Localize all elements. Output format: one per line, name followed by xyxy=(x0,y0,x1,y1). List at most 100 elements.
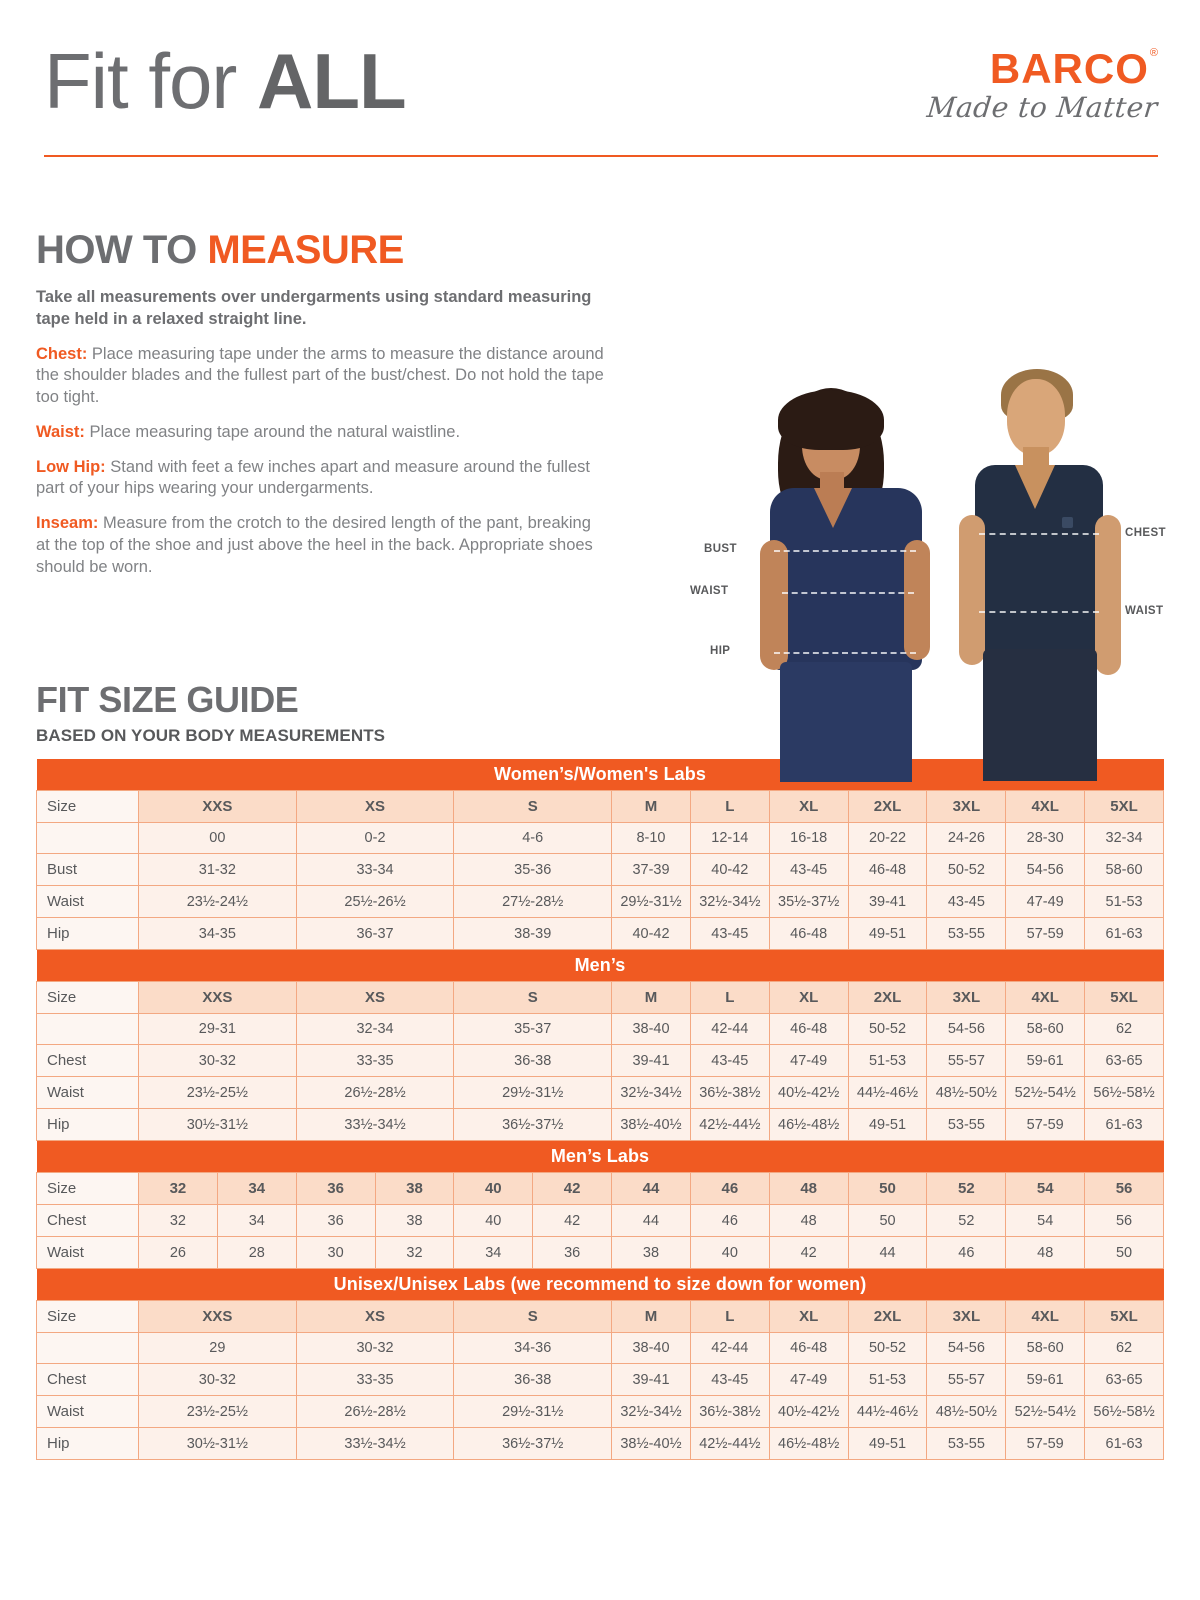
table-cell: 53-55 xyxy=(926,1427,1007,1461)
table-cell: 30½-31½ xyxy=(138,1427,297,1461)
table-cell: 38-40 xyxy=(611,1332,691,1365)
table-cell: 46½-48½ xyxy=(768,1108,849,1142)
measure-item-chest-text: Place measuring tape under the arms to m… xyxy=(36,344,604,407)
table-band-0: Women’s/Women's Labs xyxy=(36,759,1164,791)
table-cell: 50-52 xyxy=(847,1013,928,1046)
table-cell: 42 xyxy=(532,1204,613,1238)
how-to-measure-section: HOW TO MEASURE Take all measurements ove… xyxy=(36,230,1166,782)
table-cell: XS xyxy=(295,790,455,824)
table-cell: L xyxy=(689,981,770,1015)
table-cell: 39-41 xyxy=(611,1044,691,1078)
table-cell: 23½-25½ xyxy=(138,1395,297,1429)
measure-item-chest: Chest: Place measuring tape under the ar… xyxy=(36,344,606,409)
table-row: Hip 30½-31½ 33½-34½ 36½-37½ 38½-40½ 42½-44½ 46… xyxy=(36,1427,1164,1461)
table-cell: 48½-50½ xyxy=(926,1395,1007,1429)
table-cell: 52½-54½ xyxy=(1005,1076,1086,1110)
table-cell: 00 xyxy=(138,822,297,855)
table-cell: 43-45 xyxy=(689,1363,770,1397)
table-row: 29 30-32 34-36 38-40 42-44 46-48 50-52 54-56 58-… xyxy=(36,1332,1164,1365)
table-cell: XS xyxy=(295,981,455,1015)
table-cell: 16-18 xyxy=(768,822,849,855)
table-cell: 34 xyxy=(216,1172,297,1206)
table-cell: 52 xyxy=(926,1172,1007,1206)
row-label: Size xyxy=(36,1172,139,1206)
how-to-measure-heading: HOW TO MEASURE xyxy=(36,230,1164,270)
table-cell: 52 xyxy=(926,1204,1007,1238)
heading-plain: HOW TO xyxy=(36,228,208,272)
table-cell: 29 xyxy=(138,1332,297,1365)
table-cell: 44½-46½ xyxy=(847,1395,928,1429)
table-cell: 29-31 xyxy=(138,1013,297,1046)
measure-item-inseam: Inseam: Measure from the crotch to the d… xyxy=(36,513,606,578)
table-cell: 23½-25½ xyxy=(138,1076,297,1110)
table-cell: 29½-31½ xyxy=(611,885,691,919)
table-cell: 46 xyxy=(689,1204,770,1238)
table-cell: XL xyxy=(768,1300,849,1334)
table-cell: 33½-34½ xyxy=(295,1427,455,1461)
row-label: Bust xyxy=(36,853,139,887)
table-cell: 48 xyxy=(768,1172,849,1206)
table-row: Size XXS XS S M L XL 2XL 3XL 4XL 5XL xyxy=(36,1300,1164,1334)
table-cell: 33-35 xyxy=(295,1363,455,1397)
table-cell: 38½-40½ xyxy=(611,1108,691,1142)
table-cell: 40½-42½ xyxy=(768,1395,849,1429)
table-cell: 5XL xyxy=(1084,1300,1164,1334)
table-cell: 35½-37½ xyxy=(768,885,849,919)
table-cell: 26 xyxy=(138,1236,218,1270)
table-row: Chest 30-32 33-35 36-38 39-41 43-45 47-49 51-53… xyxy=(36,1044,1164,1078)
table-row: 00 0-2 4-6 8-10 12-14 16-18 20-22 24-26 28-30 32-… xyxy=(36,822,1164,855)
table-cell: S xyxy=(453,790,613,824)
label-chest: CHEST xyxy=(1125,527,1166,539)
measure-item-waist: Waist: Place measuring tape around the n… xyxy=(36,422,606,444)
table-row: Hip 30½-31½ 33½-34½ 36½-37½ 38½-40½ 42½-44½ 46… xyxy=(36,1108,1164,1142)
male-left-arm xyxy=(959,515,985,665)
table-cell: 63-65 xyxy=(1084,1363,1164,1397)
fit-size-guide-heading: FIT SIZE GUIDE xyxy=(36,679,299,721)
table-cell: 50 xyxy=(847,1172,928,1206)
table-row: Waist 26 28 30 32 34 36 38 40 42 44 46 48 50 xyxy=(36,1236,1164,1270)
fit-size-guide-subheading: BASED ON YOUR BODY MEASUREMENTS xyxy=(36,726,386,746)
page-title: Fit for ALL xyxy=(44,42,407,120)
table-cell: 40 xyxy=(689,1236,770,1270)
table-cell: 35-36 xyxy=(453,853,613,887)
table-cell: 5XL xyxy=(1084,981,1164,1015)
table-cell: 32-34 xyxy=(295,1013,455,1046)
table-cell: 59-61 xyxy=(1005,1044,1086,1078)
table-cell: 53-55 xyxy=(926,1108,1007,1142)
table-cell: 44 xyxy=(611,1172,691,1206)
measure-item-inseam-text: Measure from the crotch to the desired l… xyxy=(36,514,593,576)
table-cell: 39-41 xyxy=(847,885,928,919)
table-cell: 37-39 xyxy=(611,853,691,887)
table-cell: 0-2 xyxy=(295,822,455,855)
row-label: Size xyxy=(36,981,139,1015)
table-cell: 8-10 xyxy=(611,822,691,855)
table-cell: 54 xyxy=(1005,1172,1086,1206)
table-cell: 29½-31½ xyxy=(453,1076,613,1110)
female-left-arm xyxy=(760,540,788,670)
table-cell: 46-48 xyxy=(768,1332,849,1365)
table-cell: 46-48 xyxy=(847,853,928,887)
table-cell: 63-65 xyxy=(1084,1044,1164,1078)
table-cell: 50-52 xyxy=(847,1332,928,1365)
brand-logo: BARCO® Made to Matter xyxy=(918,48,1160,125)
table-cell: M xyxy=(611,790,691,824)
table-cell: 57-59 xyxy=(1005,1427,1086,1461)
table-row: Size 32 34 36 38 40 42 44 46 48 50 52 54 56 xyxy=(36,1172,1164,1206)
measure-intro: Take all measurements over undergarments… xyxy=(36,288,592,329)
row-label: Chest xyxy=(36,1363,139,1397)
table-cell: L xyxy=(689,1300,770,1334)
table-cell: 36-38 xyxy=(453,1363,613,1397)
bust-measure-line xyxy=(774,550,916,552)
table-cell: 33½-34½ xyxy=(295,1108,455,1142)
table-cell: 42 xyxy=(768,1236,849,1270)
table-cell: 50-52 xyxy=(926,853,1007,887)
table-cell: 39-41 xyxy=(611,1363,691,1397)
table-cell: 54-56 xyxy=(1005,853,1086,887)
label-waist-female: WAIST xyxy=(690,585,729,597)
table-cell: 26½-28½ xyxy=(295,1076,455,1110)
chest-measure-line xyxy=(979,533,1099,535)
table-cell: 24-26 xyxy=(926,822,1007,855)
table-cell: 4XL xyxy=(1005,981,1086,1015)
table-cell: 30-32 xyxy=(295,1332,455,1365)
